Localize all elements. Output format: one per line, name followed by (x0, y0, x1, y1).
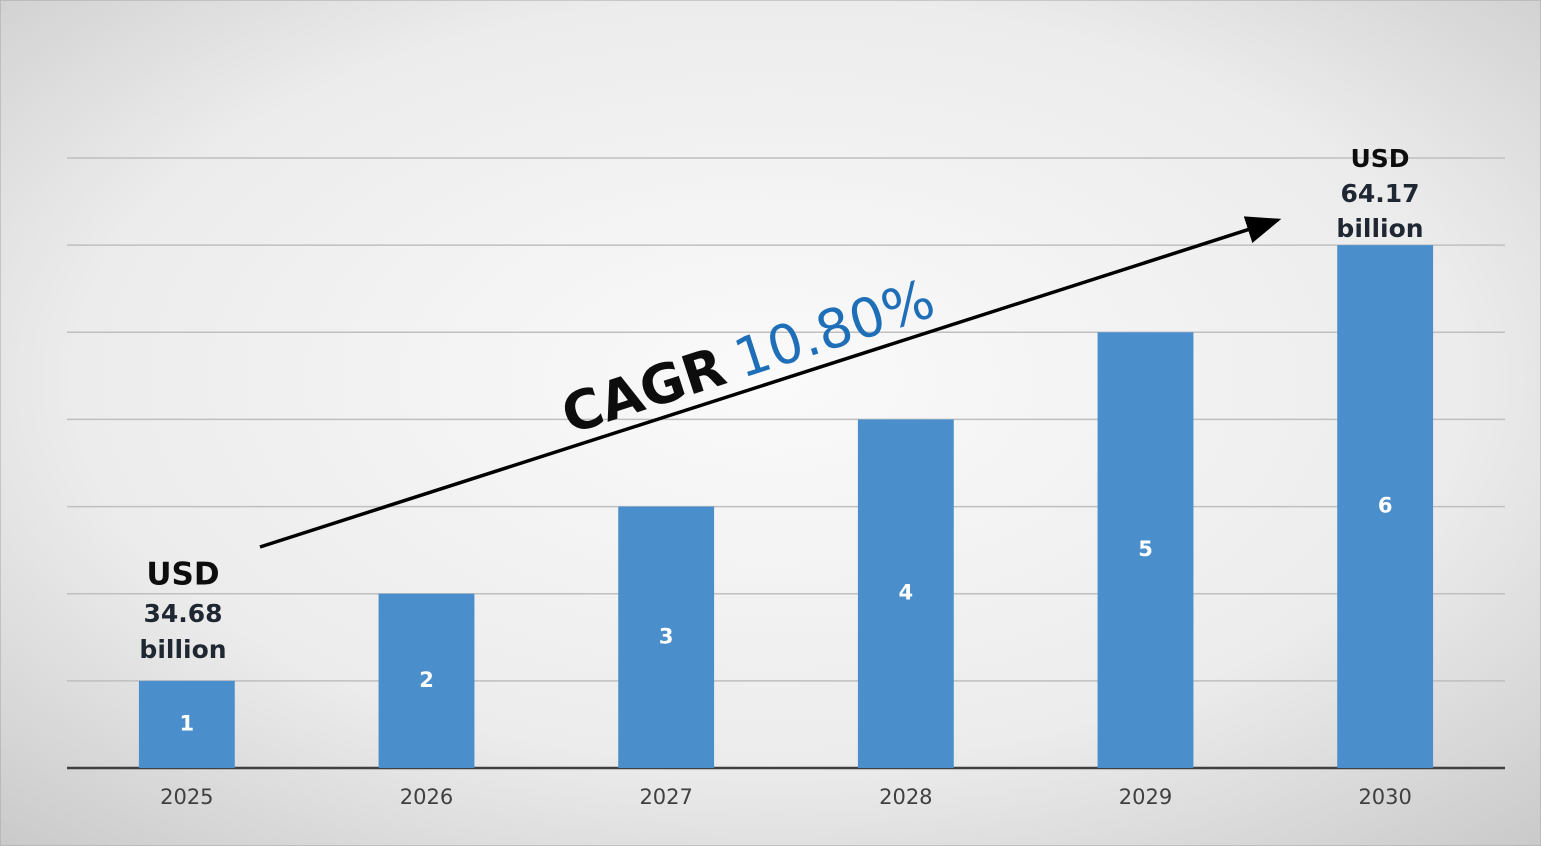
value-label: 1 (180, 711, 195, 735)
x-tick-label: 2025 (160, 785, 213, 809)
x-tick-label: 2028 (879, 785, 932, 809)
bar (1337, 245, 1434, 769)
value-label: 4 (899, 581, 914, 605)
bar (138, 680, 235, 768)
bar (378, 593, 475, 768)
bar (1097, 332, 1194, 768)
growth-arrow (259, 216, 1282, 549)
annotation-line: 64.17 (1340, 179, 1419, 208)
value-label: 5 (1138, 537, 1153, 561)
bar (618, 506, 715, 768)
value-label: 3 (659, 624, 674, 648)
annotation-line: USD (146, 557, 219, 593)
value-label: 6 (1378, 494, 1393, 518)
annotation-line: billion (139, 635, 226, 664)
annotation-line: 34.68 (143, 599, 222, 628)
annotation-line: billion (1336, 214, 1423, 243)
x-tick-label: 2027 (639, 785, 692, 809)
x-tick-label: 2026 (400, 785, 453, 809)
x-tick-label: 2030 (1358, 785, 1411, 809)
bar (857, 419, 954, 768)
x-tick-label: 2029 (1119, 785, 1172, 809)
annotation-line: USD (1350, 144, 1409, 173)
value-label: 2 (419, 668, 434, 692)
